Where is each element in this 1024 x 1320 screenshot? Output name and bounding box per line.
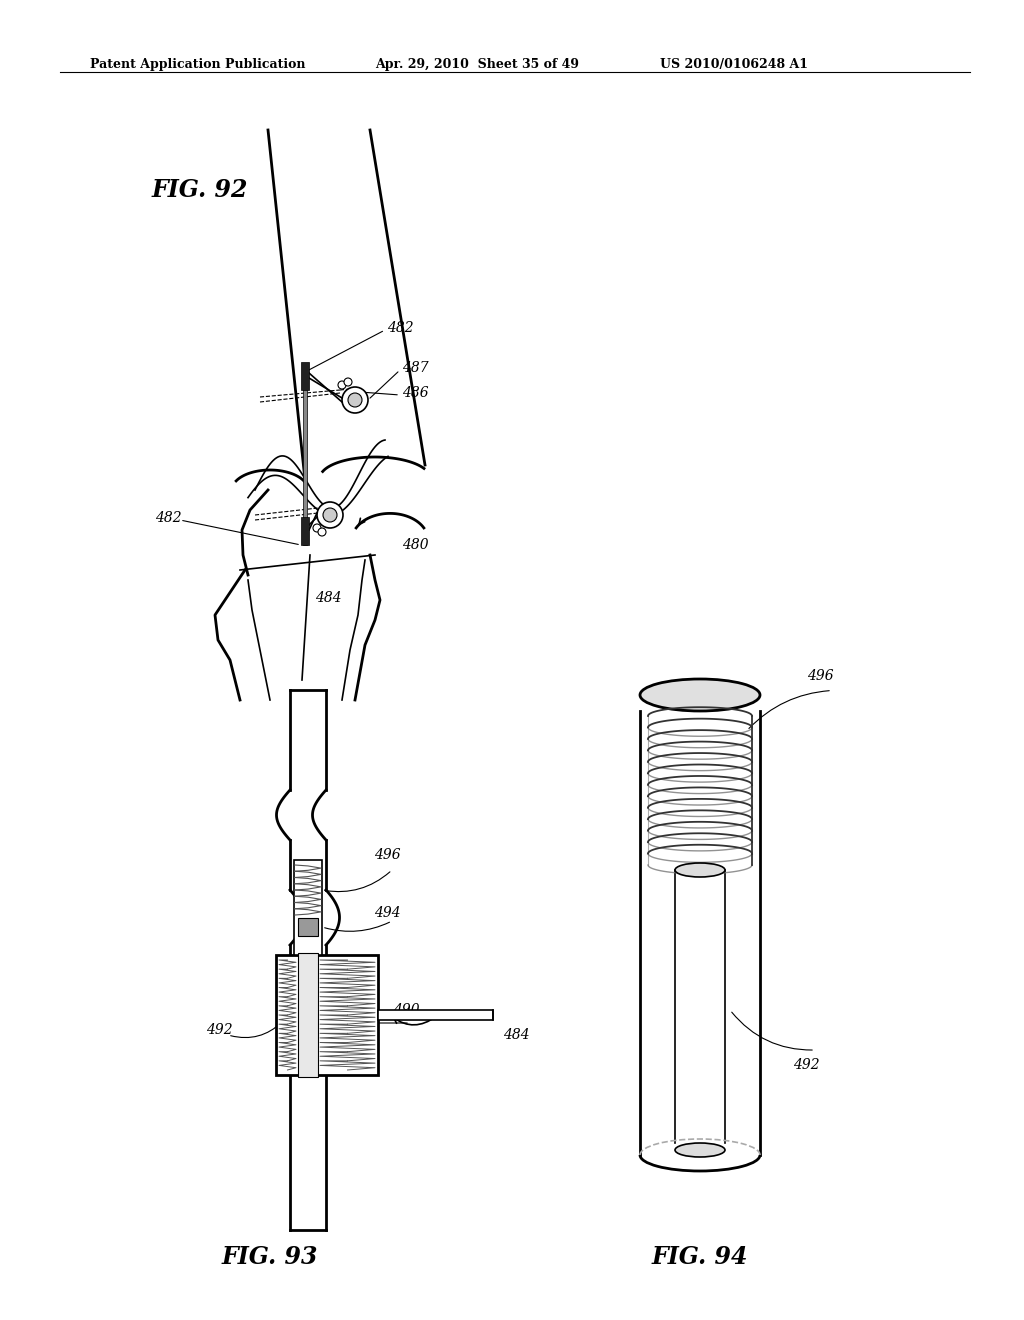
Text: 482: 482 (387, 321, 414, 335)
Circle shape (348, 393, 362, 407)
Text: 492: 492 (206, 1023, 232, 1038)
Text: US 2010/0106248 A1: US 2010/0106248 A1 (660, 58, 808, 71)
Bar (298, 917, 318, 936)
Circle shape (318, 528, 326, 536)
Ellipse shape (675, 863, 725, 876)
Circle shape (323, 508, 337, 521)
Bar (378, 1010, 493, 1020)
Circle shape (344, 378, 352, 385)
Bar (301, 362, 309, 389)
Bar (294, 861, 322, 954)
Text: 496: 496 (374, 847, 400, 862)
Text: FIG. 92: FIG. 92 (152, 178, 249, 202)
Text: 482: 482 (155, 511, 181, 525)
Text: 490: 490 (393, 1003, 420, 1016)
Bar (298, 953, 318, 1077)
Text: 480: 480 (402, 539, 429, 552)
Bar (303, 375, 307, 545)
Text: 484: 484 (315, 591, 342, 605)
Text: Patent Application Publication: Patent Application Publication (90, 58, 305, 71)
Text: 484: 484 (503, 1028, 529, 1041)
Bar (301, 517, 309, 545)
Text: FIG. 94: FIG. 94 (651, 1245, 749, 1269)
Text: 494: 494 (374, 906, 400, 920)
Circle shape (317, 502, 343, 528)
Circle shape (342, 387, 368, 413)
Text: Apr. 29, 2010  Sheet 35 of 49: Apr. 29, 2010 Sheet 35 of 49 (375, 58, 579, 71)
Text: 496: 496 (807, 668, 834, 682)
Bar (276, 954, 378, 1074)
Ellipse shape (675, 1143, 725, 1158)
Text: 486: 486 (402, 385, 429, 400)
Text: 492: 492 (793, 1059, 819, 1072)
Ellipse shape (640, 678, 760, 711)
Circle shape (338, 381, 346, 389)
Text: FIG. 93: FIG. 93 (222, 1245, 318, 1269)
Circle shape (313, 524, 321, 532)
Text: 487: 487 (402, 360, 429, 375)
